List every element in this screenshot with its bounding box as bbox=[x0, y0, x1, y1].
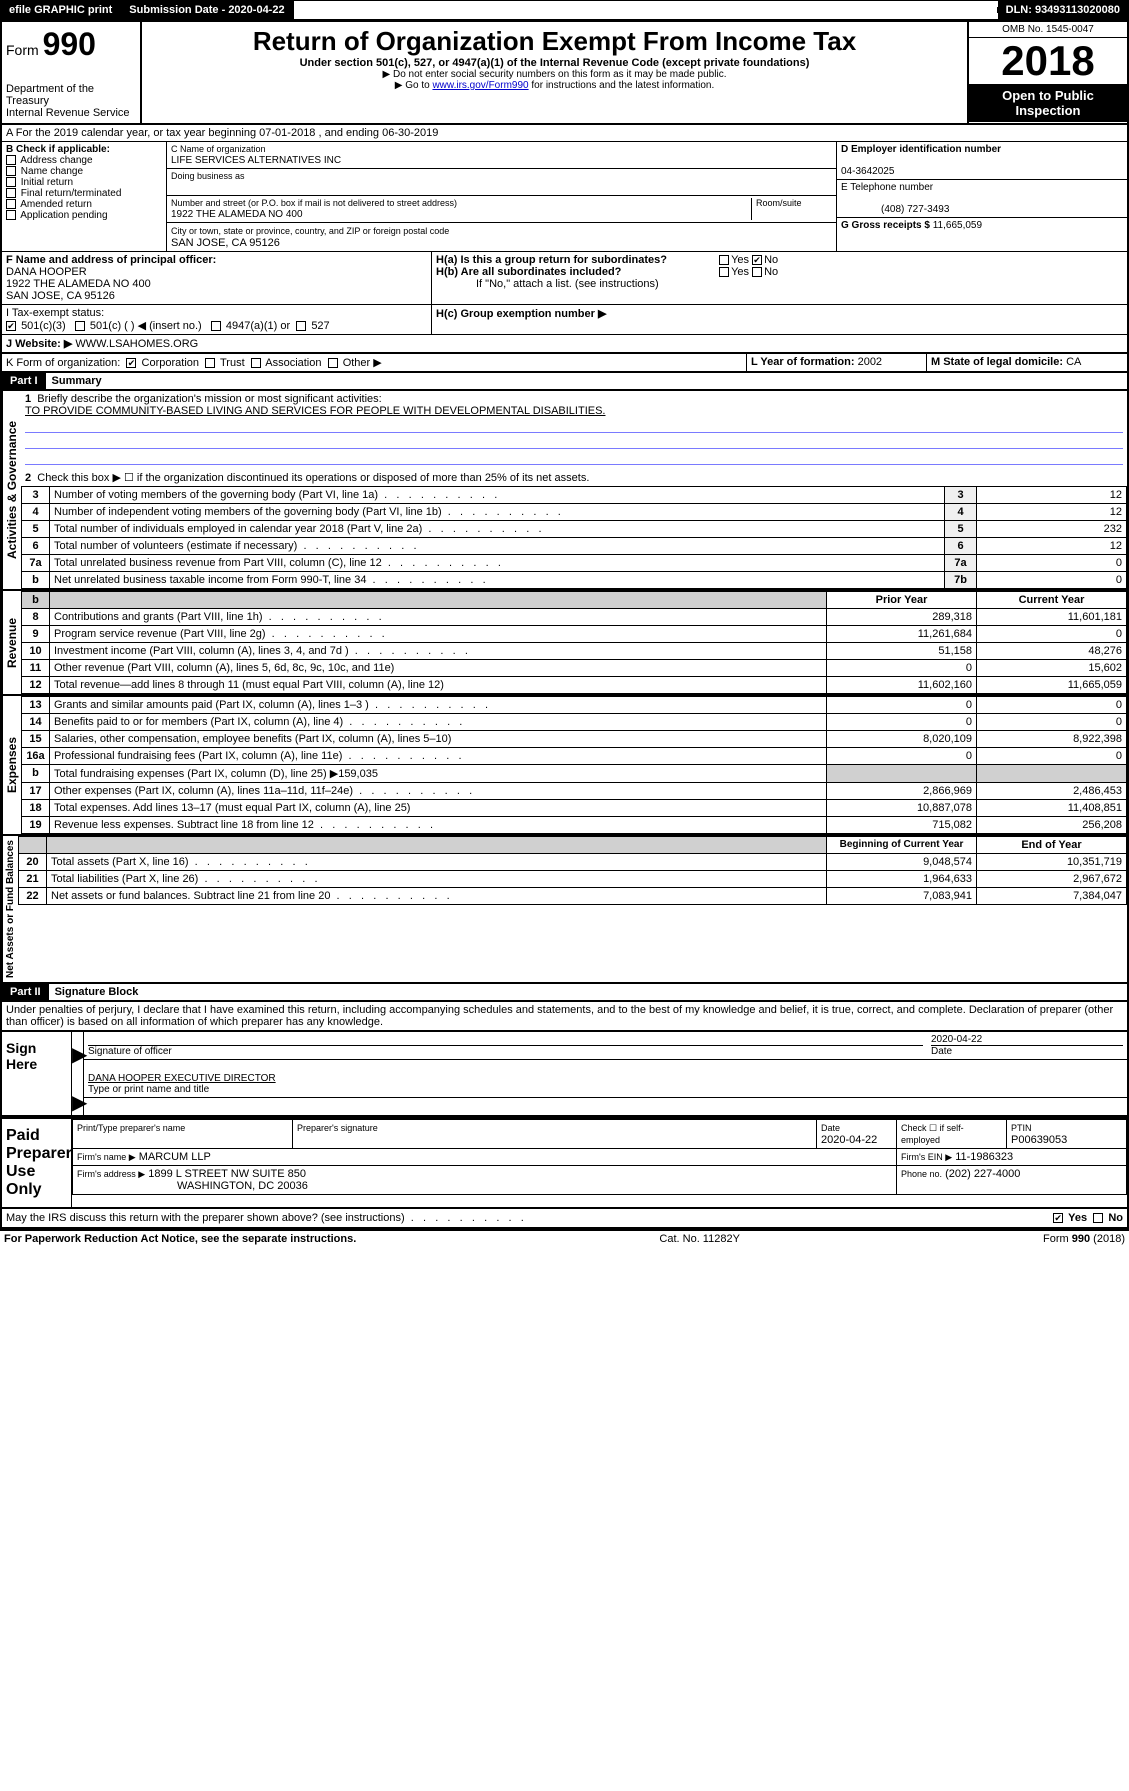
block-k: K Form of organization: Corporation Trus… bbox=[2, 354, 747, 371]
org-name: LIFE SERVICES ALTERNATIVES INC bbox=[171, 155, 341, 166]
topbar: efile GRAPHIC print Submission Date - 20… bbox=[0, 0, 1129, 20]
netassets-table: Beginning of Current YearEnd of Year 20T… bbox=[18, 836, 1127, 905]
org-address: 1922 THE ALAMEDA NO 400 bbox=[171, 209, 303, 220]
org-city: SAN JOSE, CA 95126 bbox=[171, 237, 280, 249]
block-m: M State of legal domicile: CA bbox=[927, 354, 1127, 371]
block-de: D Employer identification number04-36420… bbox=[837, 142, 1127, 251]
form-title: Return of Organization Exempt From Incom… bbox=[146, 26, 963, 57]
section-a: A For the 2019 calendar year, or tax yea… bbox=[0, 125, 1129, 142]
tab-governance: Activities & Governance bbox=[2, 391, 21, 589]
part1-header: Part I Summary bbox=[0, 373, 1129, 391]
mission: TO PROVIDE COMMUNITY-BASED LIVING AND SE… bbox=[25, 405, 605, 417]
governance-table: 3Number of voting members of the governi… bbox=[21, 486, 1127, 589]
website-value: WWW.LSAHOMES.ORG bbox=[75, 338, 198, 350]
block-hc: H(c) Group exemption number ▶ bbox=[432, 305, 1127, 334]
part2-header: Part II Signature Block bbox=[0, 984, 1129, 1002]
block-l: L Year of formation: 2002 bbox=[747, 354, 927, 371]
dln: DLN: 93493113020080 bbox=[998, 1, 1128, 19]
goto-note: ▶ Go to www.irs.gov/Form990 for instruct… bbox=[146, 80, 963, 91]
form-number: Form 990 bbox=[6, 26, 136, 63]
block-b: B Check if applicable: Address change Na… bbox=[2, 142, 167, 251]
gross-receipts: 11,665,059 bbox=[933, 220, 982, 231]
block-c: C Name of organizationLIFE SERVICES ALTE… bbox=[167, 142, 837, 251]
ssn-note: ▶ Do not enter social security numbers o… bbox=[146, 69, 963, 80]
page-footer: For Paperwork Reduction Act Notice, see … bbox=[0, 1229, 1129, 1247]
tab-expenses: Expenses bbox=[2, 696, 21, 834]
omb-number: OMB No. 1545-0047 bbox=[969, 22, 1127, 38]
perjury-statement: Under penalties of perjury, I declare th… bbox=[0, 1002, 1129, 1030]
tab-netassets: Net Assets or Fund Balances bbox=[2, 836, 18, 982]
discuss-row: May the IRS discuss this return with the… bbox=[0, 1209, 1129, 1229]
form-subtitle: Under section 501(c), 527, or 4947(a)(1)… bbox=[146, 57, 963, 69]
irs-label: Internal Revenue Service bbox=[6, 107, 136, 119]
tax-exempt-status: I Tax-exempt status: 501(c)(3) 501(c) ( … bbox=[2, 305, 432, 334]
tax-year: 2018 bbox=[969, 38, 1127, 84]
expenses-table: 13Grants and similar amounts paid (Part … bbox=[21, 696, 1127, 834]
website-row: J Website: ▶ WWW.LSAHOMES.ORG bbox=[2, 335, 202, 352]
ein: 04-3642025 bbox=[841, 166, 894, 177]
block-f: F Name and address of principal officer:… bbox=[2, 252, 432, 304]
revenue-table: bPrior YearCurrent Year 8Contributions a… bbox=[21, 591, 1127, 694]
form-header: Form 990 Department of the Treasury Inte… bbox=[0, 20, 1129, 125]
block-h: H(a) Is this a group return for subordin… bbox=[432, 252, 1127, 304]
paid-preparer-block: Paid Preparer Use Only Print/Type prepar… bbox=[0, 1117, 1129, 1209]
phone: (408) 727-3493 bbox=[841, 204, 949, 215]
efile-label[interactable]: efile GRAPHIC print bbox=[1, 1, 121, 19]
tab-revenue: Revenue bbox=[2, 591, 21, 694]
sign-here-block: Sign Here ▶▶ Signature of officer 2020-0… bbox=[0, 1030, 1129, 1117]
open-public: Open to Public Inspection bbox=[969, 84, 1127, 122]
irs-link[interactable]: www.irs.gov/Form990 bbox=[432, 80, 528, 91]
dept-treasury: Department of the Treasury bbox=[6, 83, 136, 107]
submission-date: Submission Date - 2020-04-22 bbox=[121, 1, 293, 19]
